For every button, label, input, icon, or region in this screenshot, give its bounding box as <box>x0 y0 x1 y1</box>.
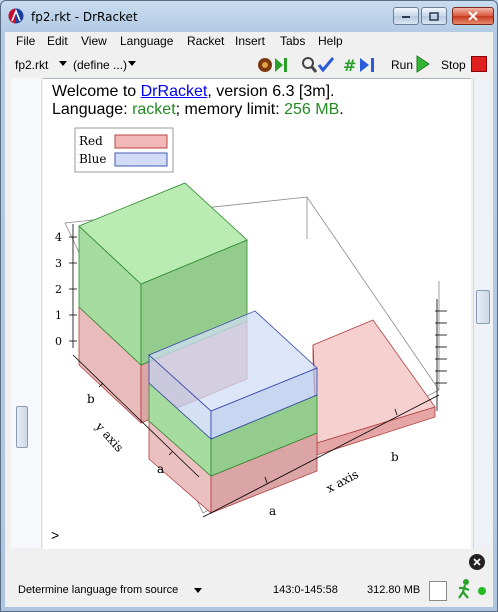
chevron-down-icon <box>128 61 136 66</box>
x-tick-a: a <box>269 504 276 518</box>
drracket-logo-icon <box>8 8 24 24</box>
drracket-link[interactable]: DrRacket <box>140 83 208 100</box>
bar-stack-xa-ya <box>148 310 318 514</box>
z-tick-marks <box>69 236 447 411</box>
menu-file[interactable]: File <box>16 34 36 48</box>
vertical-scrollbar[interactable] <box>473 78 491 548</box>
z-tick-3: 3 <box>55 257 62 270</box>
close-icon <box>468 11 478 21</box>
y-tick-b: b <box>87 392 95 406</box>
menu-racket[interactable]: Racket <box>187 34 225 48</box>
status-indicator-dot <box>478 587 486 595</box>
language-label: Language: <box>52 101 133 118</box>
pane-resize-handle[interactable] <box>16 406 28 448</box>
title-bar: fp2.rkt - DrRacket <box>1 1 497 31</box>
y-tick-a: a <box>157 462 164 476</box>
toolbar: fp2.rkt (define ...) # Run Stop <box>5 50 493 78</box>
run-button[interactable]: Run <box>391 58 414 72</box>
memory-usage: 312.80 MB <box>367 584 421 596</box>
memory-label: ; memory limit: <box>175 101 285 118</box>
close-pane-button[interactable] <box>469 554 485 570</box>
z-tick-1: 1 <box>55 309 62 322</box>
define-menu-button[interactable]: (define ...) <box>73 58 128 72</box>
stop-button[interactable]: Stop <box>441 58 466 72</box>
menu-language[interactable]: Language <box>120 34 174 48</box>
chevron-down-icon <box>59 61 67 66</box>
run-arrow-icon[interactable] <box>416 55 430 73</box>
file-name-button[interactable]: fp2.rkt <box>15 58 49 72</box>
language-name: racket <box>132 101 176 118</box>
editor-area: Welcome to DrRacket, version 6.3 [3m]. L… <box>5 78 493 552</box>
svg-text:#: # <box>343 56 356 74</box>
stop-square-icon[interactable] <box>471 56 487 72</box>
menu-help[interactable]: Help <box>318 34 343 48</box>
z-tick-0: 0 <box>55 335 62 348</box>
menu-insert[interactable]: Insert <box>235 34 266 48</box>
minimize-icon <box>402 16 410 18</box>
menu-tabs[interactable]: Tabs <box>280 34 306 48</box>
running-person-icon <box>458 579 470 599</box>
check-syntax-icon[interactable] <box>301 56 335 74</box>
menu-bar: File Edit View Language Racket Insert Ta… <box>5 32 493 50</box>
bar-red-xb-ya <box>312 319 436 456</box>
x-axis-label: x axis <box>324 467 361 496</box>
axis-lines <box>72 354 440 518</box>
macro-stepper-icon[interactable]: # <box>343 56 381 74</box>
z-tick-2: 2 <box>55 283 62 296</box>
welcome-text: Welcome to <box>52 83 141 100</box>
x-tick-b: b <box>391 450 399 464</box>
legend-label-blue: Blue <box>79 152 107 166</box>
legend-label-red: Red <box>79 134 103 148</box>
maximize-icon <box>429 11 439 21</box>
3d-bar-chart: Red Blue <box>55 127 447 518</box>
welcome-message: Welcome to DrRacket, version 6.3 [3m]. L… <box>52 83 344 119</box>
legend-swatch-blue <box>114 152 168 167</box>
z-tick-4: 4 <box>55 231 62 244</box>
close-icon <box>473 558 481 566</box>
maximize-button[interactable] <box>421 7 447 25</box>
period-text: . <box>339 101 344 118</box>
chart-legend: Red Blue <box>74 127 174 173</box>
repl-prompt: > <box>51 527 60 543</box>
y-axis-label: y axis <box>92 419 126 455</box>
interactions-window[interactable]: Welcome to DrRacket, version 6.3 [3m]. L… <box>43 78 471 549</box>
close-window-button[interactable] <box>452 7 494 25</box>
menu-view[interactable]: View <box>81 34 107 48</box>
line-gutter <box>11 78 42 548</box>
memory-limit-value: 256 MB <box>284 101 340 118</box>
gc-indicator <box>429 581 447 601</box>
menu-edit[interactable]: Edit <box>47 34 68 48</box>
language-selector[interactable]: Determine language from source <box>18 584 179 596</box>
legend-swatch-red <box>114 134 168 149</box>
chevron-down-icon <box>194 588 202 593</box>
debug-icon[interactable] <box>257 56 291 74</box>
cursor-position: 143:0-145:58 <box>273 584 338 596</box>
version-text: , version 6.3 [3m]. <box>207 83 335 100</box>
minimize-button[interactable] <box>393 7 419 25</box>
status-bar: Determine language from source 143:0-145… <box>5 552 493 607</box>
window-title: fp2.rkt - DrRacket <box>31 10 138 24</box>
scrollbar-thumb[interactable] <box>476 290 490 324</box>
